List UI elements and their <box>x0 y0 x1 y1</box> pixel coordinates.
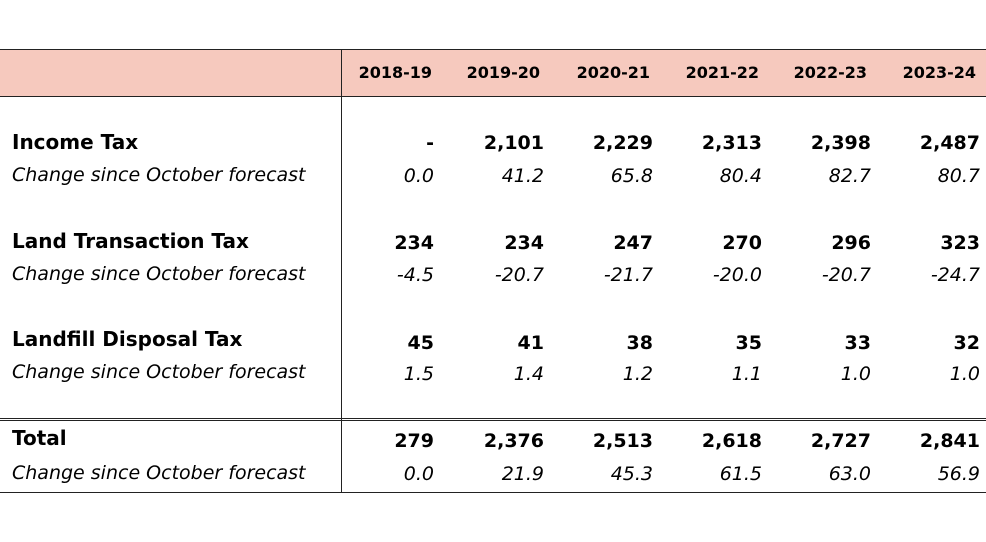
table-cell: 33 <box>844 332 871 354</box>
tax-forecast-table: 2018-19 2019-20 2020-21 2021-22 2022-23 … <box>0 49 986 493</box>
table-cell: 247 <box>613 232 653 254</box>
table-cell: 234 <box>394 232 434 254</box>
table-cell-change: 61.5 <box>719 463 762 485</box>
table-cell: 2,618 <box>701 430 762 452</box>
table-cell-change: 1.5 <box>403 363 434 385</box>
table-cell: 38 <box>626 332 653 354</box>
header-year: 2020-21 <box>576 63 650 82</box>
table-cell: 2,841 <box>919 430 980 452</box>
table-cell: 279 <box>394 430 434 452</box>
table-cell-change: -20.7 <box>494 264 544 286</box>
table-cell-change: 56.9 <box>937 463 980 485</box>
change-label: Change since October forecast <box>12 263 306 285</box>
change-label: Change since October forecast <box>12 361 306 383</box>
header-year: 2019-20 <box>466 63 540 82</box>
table-cell-change: 41.2 <box>501 165 544 187</box>
table-cell-change: 1.0 <box>840 363 871 385</box>
table-cell-change: 65.8 <box>610 165 653 187</box>
table-cell: 2,376 <box>483 430 544 452</box>
table-cell: 35 <box>735 332 762 354</box>
table-cell: 45 <box>407 332 434 354</box>
table-cell: 296 <box>831 232 871 254</box>
table-cell: 2,229 <box>592 132 653 154</box>
header-year: 2018-19 <box>358 63 432 82</box>
row-label-total: Total <box>12 426 67 450</box>
table-cell: 2,101 <box>483 132 544 154</box>
column-divider <box>341 49 342 493</box>
table-cell: 32 <box>953 332 980 354</box>
table-cell-change: 45.3 <box>610 463 653 485</box>
table-cell: 234 <box>504 232 544 254</box>
table-cell: 2,727 <box>810 430 871 452</box>
table-cell-change: -21.7 <box>603 264 653 286</box>
table-cell-change: 1.2 <box>622 363 653 385</box>
table-cell-change: 80.7 <box>937 165 980 187</box>
table-bottom-border <box>0 492 986 493</box>
table-cell: - <box>426 132 434 154</box>
table-cell-change: 82.7 <box>828 165 871 187</box>
table-header-row <box>0 49 986 97</box>
table-cell-change: 0.0 <box>403 463 434 485</box>
table-cell: 2,513 <box>592 430 653 452</box>
change-label: Change since October forecast <box>12 164 306 186</box>
table-cell-change: 1.4 <box>513 363 544 385</box>
table-cell-change: -4.5 <box>396 264 434 286</box>
table-cell: 2,487 <box>919 132 980 154</box>
row-label-landfill-disposal-tax: Landfill Disposal Tax <box>12 327 243 351</box>
header-year: 2022-23 <box>793 63 867 82</box>
table-cell-change: 63.0 <box>828 463 871 485</box>
header-year: 2023-24 <box>902 63 976 82</box>
table-cell-change: 1.0 <box>949 363 980 385</box>
table-cell: 2,313 <box>701 132 762 154</box>
change-label: Change since October forecast <box>12 462 306 484</box>
table-cell-change: 1.1 <box>731 363 762 385</box>
table-cell-change: -20.7 <box>821 264 871 286</box>
table-cell: 2,398 <box>810 132 871 154</box>
total-separator <box>0 418 986 421</box>
table-cell-change: -20.0 <box>712 264 762 286</box>
table-cell-change: 0.0 <box>403 165 434 187</box>
table-cell: 270 <box>722 232 762 254</box>
header-year: 2021-22 <box>685 63 759 82</box>
table-cell-change: 80.4 <box>719 165 762 187</box>
table-cell: 323 <box>940 232 980 254</box>
table-cell-change: -24.7 <box>930 264 980 286</box>
table-cell: 41 <box>517 332 544 354</box>
row-label-income-tax: Income Tax <box>12 130 139 154</box>
row-label-land-transaction-tax: Land Transaction Tax <box>12 229 249 253</box>
table-cell-change: 21.9 <box>501 463 544 485</box>
